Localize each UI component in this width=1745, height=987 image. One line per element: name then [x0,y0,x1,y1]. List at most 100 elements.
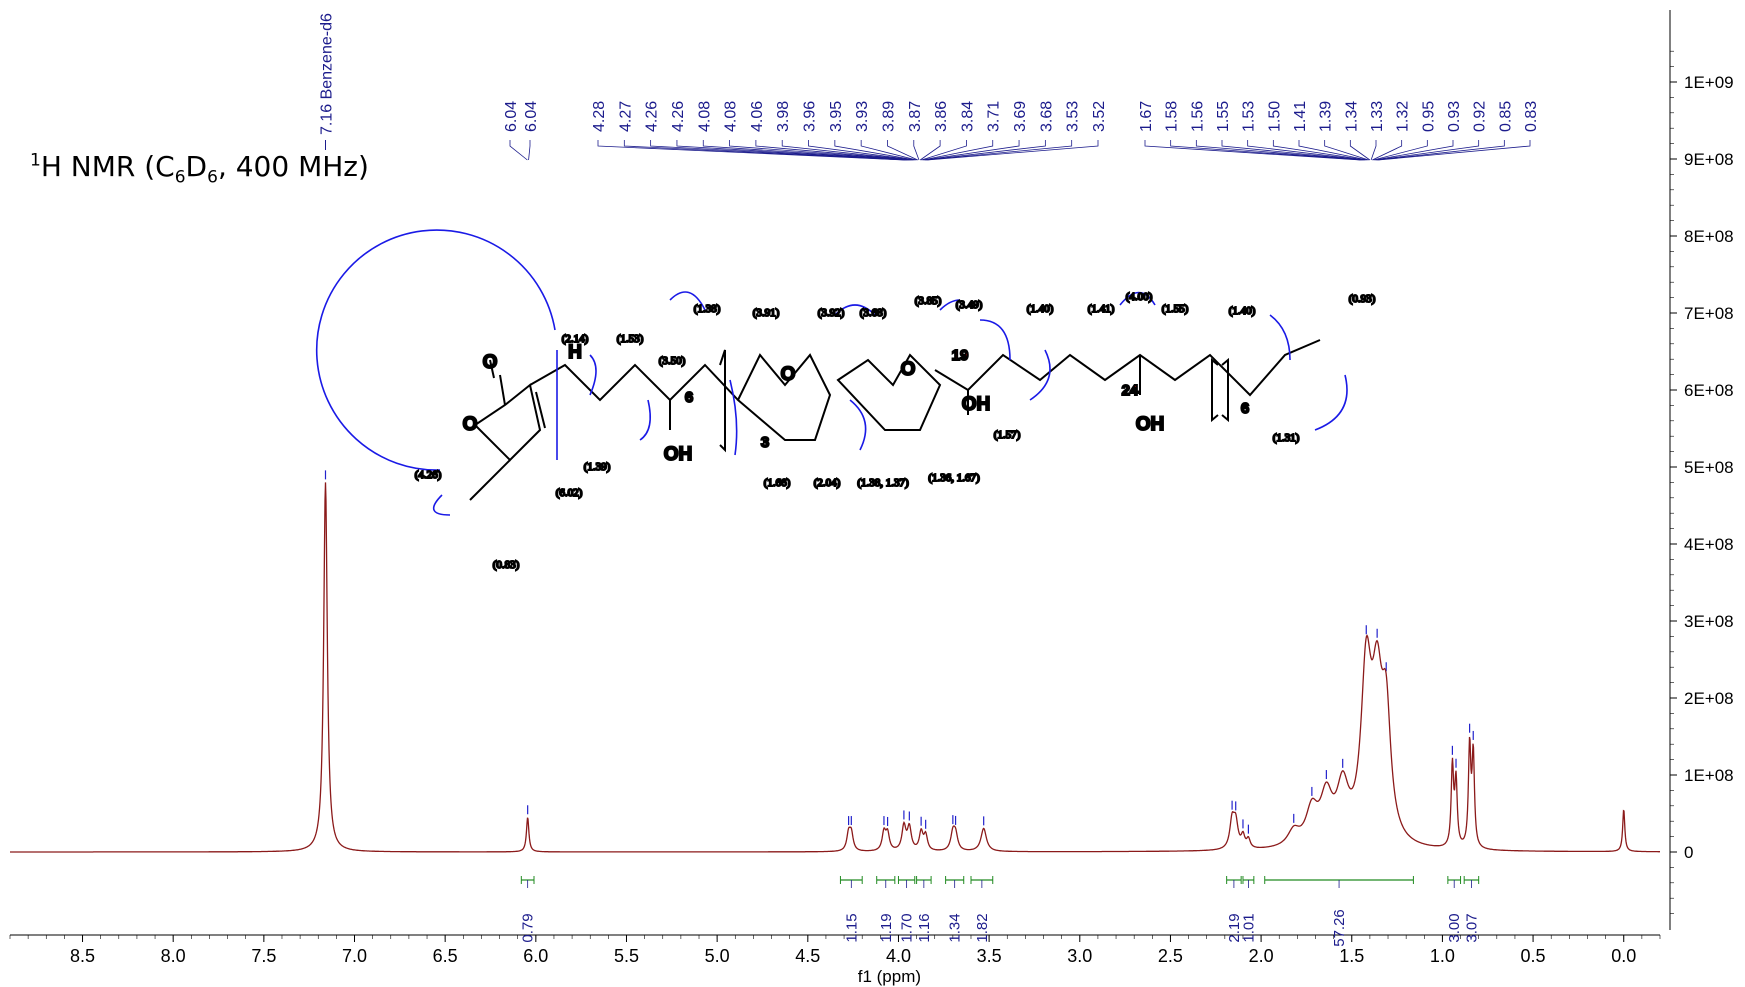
shift-annotation: (3.91) [753,307,780,319]
peak-label: 3.71 [986,101,1003,132]
shift-annotation: (1.41) [1088,303,1115,315]
atom-label: O [901,359,916,380]
atom-label: O [781,364,796,385]
peak-label-connector [1247,140,1366,161]
peak-label: 6.04 [503,101,520,132]
peak-label: 1.55 [1215,101,1232,132]
peak-label-connector [1272,140,1367,161]
x-tick-label: 1.5 [1339,946,1364,966]
y-tick-label: 1E+09 [1684,73,1734,92]
peak-label: 3.68 [1038,101,1055,132]
peak-label: 1.56 [1189,101,1206,132]
x-tick-label: 2.0 [1249,946,1274,966]
peak-label: 1.34 [1343,101,1360,132]
peak-label: 3.98 [775,101,792,132]
peak-label: 1.53 [1241,101,1258,132]
peak-label: 4.06 [749,101,766,132]
peak-label-connector [1373,140,1428,161]
atom-label: H [568,342,582,363]
spectrum-line [10,482,1660,853]
peak-label-connector [1349,140,1371,161]
molecule-structure: (2.14) (1.53) (3.50) (1.38) (3.91) (3.92) (3.6… [315,229,1377,572]
x-tick-label: 5.0 [705,946,730,966]
spectrum-title: 1H NMR (C6D6, 400 MHz) [30,150,369,188]
peak-label: 4.27 [617,101,634,132]
integral-value: 1.70 [899,913,916,942]
atom-label: 24 [1122,382,1139,399]
shift-annotation: (0.83) [493,559,520,571]
peak-label: 0.85 [1497,101,1514,132]
integral-value: 1.19 [878,913,895,942]
shift-annotation: (0.93) [1349,293,1376,305]
atom-label: O [463,414,478,435]
peak-label-connector [926,140,1073,161]
atom-label: 3 [761,434,769,451]
peak-label-connector [834,140,916,161]
peak-label-connector [729,140,911,161]
shift-annotation: (1.38, 1.37) [857,477,909,489]
peak-label-connector [1374,140,1454,161]
shift-annotation: (1.31) [1273,432,1300,444]
shift-annotation: (1.39) [584,461,611,473]
peak-label-connector [1298,140,1368,161]
peak-label: 3.95 [828,101,845,132]
shift-annotation: (4.00) [1126,291,1153,303]
peak-label-connector [922,140,994,161]
x-tick-label: 3.0 [1067,946,1092,966]
peak-label-connector [860,140,917,161]
atom-label: OH [962,394,991,415]
peak-label: 3.89 [880,101,897,132]
integral-value: 3.00 [1446,913,1463,942]
integral-value: 1.82 [974,913,991,942]
peak-label-connector [1195,140,1363,161]
peak-label: 3.93 [854,101,871,132]
peak-label-connector [1170,140,1362,161]
peak-label: 4.28 [591,101,608,132]
shift-annotation: (2.14) [562,333,589,345]
peak-label: 3.87 [907,101,924,132]
y-tick-label: 8E+08 [1684,227,1734,246]
y-tick-label: 5E+08 [1684,458,1734,477]
x-tick-label: 7.0 [342,946,367,966]
shift-annotation: (1.66) [764,477,791,489]
integral-value: 0.79 [520,913,537,942]
peak-label-connector [755,140,912,161]
x-tick-label: 4.0 [886,946,911,966]
x-tick-label: 8.5 [70,946,95,966]
shift-annotation: (1.40) [1027,303,1054,315]
peak-label: 3.86 [933,101,950,132]
x-tick-label: 0.5 [1521,946,1546,966]
peak-label-connector [913,140,920,161]
integral-value: 57.26 [1331,909,1348,947]
peak-label-connector [927,140,1099,161]
peak-label: 0.95 [1420,101,1437,132]
peak-label: 4.08 [723,101,740,132]
peak-label: 4.08 [696,101,713,132]
y-tick-label: 0 [1684,843,1693,862]
integral-value: 1.16 [916,913,933,942]
atom-label: 19 [952,347,969,364]
peak-label-connector [919,140,941,161]
integral-value: 1.15 [843,913,860,942]
peak-label-connector [1324,140,1369,161]
shift-annotation: (1.57) [994,429,1021,441]
peak-label: 0.93 [1446,101,1463,132]
peak-label-connector [509,140,528,161]
peak-label-connector [808,140,915,161]
peak-label: 3.84 [959,101,976,132]
peak-label: 0.83 [1523,101,1540,132]
peak-label: 3.96 [802,101,819,132]
integral-value: 1.01 [1240,913,1257,942]
peak-label: 1.39 [1318,101,1335,132]
y-tick-label: 4E+08 [1684,535,1734,554]
peak-label: 0.92 [1472,101,1489,132]
y-tick-label: 3E+08 [1684,612,1734,631]
peak-label: 1.67 [1138,101,1155,132]
shift-annotation: (3.50) [659,355,686,367]
x-tick-label: 6.5 [433,946,458,966]
peak-label: 1.58 [1164,101,1181,132]
atom-label: O [483,352,498,373]
shift-annotation: (3.85) [915,295,942,307]
peak-label: 3.69 [1012,101,1029,132]
shift-annotation: (3.49) [956,299,983,311]
